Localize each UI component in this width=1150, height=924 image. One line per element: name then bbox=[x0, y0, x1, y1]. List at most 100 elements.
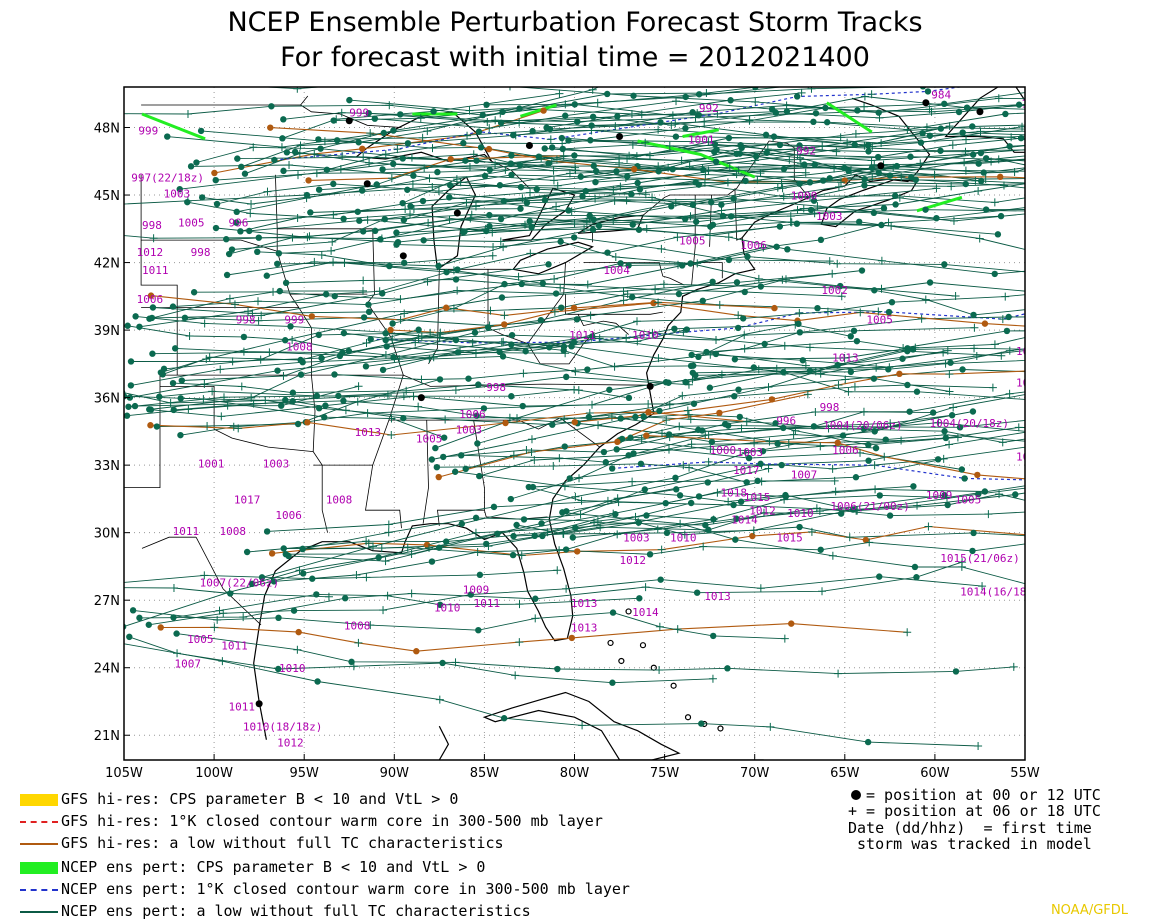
position-dot bbox=[1072, 421, 1078, 427]
position-plus bbox=[514, 272, 523, 281]
position-dot bbox=[733, 150, 740, 158]
pressure-label: 1003 bbox=[164, 187, 191, 200]
position-dot bbox=[730, 195, 737, 202]
position-dot bbox=[855, 218, 863, 226]
position-dot bbox=[365, 301, 372, 308]
position-dot bbox=[630, 450, 637, 457]
position-plus bbox=[574, 386, 583, 395]
position-dot bbox=[1061, 179, 1067, 185]
legend-label: NCEP ens pert: 1°K closed contour warm c… bbox=[61, 880, 630, 898]
coastline-cuba bbox=[482, 691, 681, 760]
pressure-label: 1008 bbox=[326, 493, 353, 506]
position-dot bbox=[1084, 425, 1090, 431]
position-plus bbox=[616, 182, 625, 191]
position-plus bbox=[515, 600, 524, 609]
position-dot bbox=[587, 137, 594, 144]
pressure-label: 1006 bbox=[137, 293, 164, 306]
position-dot bbox=[275, 614, 282, 622]
position-dot bbox=[899, 355, 906, 362]
position-plus bbox=[462, 198, 471, 207]
position-plus bbox=[320, 137, 329, 146]
position-plus bbox=[1052, 200, 1060, 208]
position-dot bbox=[289, 398, 296, 405]
position-dot bbox=[497, 215, 505, 223]
position-dot bbox=[810, 423, 818, 430]
position-plus bbox=[949, 216, 958, 225]
position-dot bbox=[926, 279, 934, 286]
position-plus bbox=[406, 210, 415, 219]
position-dot bbox=[362, 363, 370, 370]
position-plus bbox=[354, 638, 363, 647]
state-border bbox=[583, 262, 685, 286]
position-dot bbox=[548, 144, 556, 151]
position-plus bbox=[945, 440, 954, 449]
pressure-label: 1008 bbox=[286, 340, 313, 353]
position-dot bbox=[410, 172, 417, 179]
position-dot bbox=[508, 171, 515, 179]
position-dot bbox=[780, 369, 787, 376]
position-dot bbox=[295, 628, 302, 636]
position-dot bbox=[315, 136, 322, 143]
position-dot bbox=[1142, 157, 1148, 163]
position-dot bbox=[719, 212, 727, 220]
track-line bbox=[692, 347, 1025, 374]
position-plus bbox=[501, 165, 510, 174]
lon-tick-label: 95W bbox=[289, 766, 319, 781]
position-dot bbox=[613, 168, 620, 175]
pressure-label: 998 bbox=[820, 401, 840, 414]
position-plus bbox=[420, 164, 429, 173]
position-plus bbox=[766, 722, 775, 731]
pressure-label: 1008 bbox=[1016, 451, 1043, 464]
position-plus bbox=[511, 131, 520, 140]
position-plus bbox=[732, 170, 741, 179]
position-plus bbox=[303, 233, 312, 242]
position-plus bbox=[797, 88, 806, 97]
position-plus bbox=[789, 430, 798, 439]
pressure-label: 996 bbox=[776, 415, 796, 428]
position-plus bbox=[701, 431, 710, 440]
position-dot bbox=[360, 228, 367, 235]
position-plus bbox=[1007, 133, 1016, 142]
position-dot-black bbox=[417, 394, 425, 402]
position-dot bbox=[975, 160, 982, 167]
position-dot bbox=[892, 201, 899, 208]
state-border bbox=[141, 536, 197, 549]
map-title-line-1: NCEP Ensemble Perturbation Forecast Stor… bbox=[227, 7, 923, 38]
position-plus bbox=[877, 284, 886, 293]
position-dot bbox=[1043, 126, 1049, 132]
position-dot bbox=[682, 93, 689, 101]
pressure-label: 984 bbox=[931, 88, 951, 101]
position-dot bbox=[365, 109, 372, 117]
position-dot bbox=[739, 315, 747, 322]
position-dot bbox=[282, 279, 290, 287]
position-plus bbox=[619, 296, 628, 305]
position-plus bbox=[246, 209, 255, 218]
position-plus bbox=[520, 220, 529, 229]
position-plus bbox=[253, 297, 262, 306]
position-plus bbox=[1083, 141, 1091, 149]
position-dot bbox=[549, 421, 556, 428]
position-dot bbox=[290, 607, 298, 614]
position-plus bbox=[818, 142, 827, 151]
position-dot bbox=[428, 558, 436, 565]
position-plus bbox=[999, 181, 1008, 190]
position-dot bbox=[159, 371, 166, 378]
position-dot bbox=[213, 200, 221, 208]
position-dot bbox=[969, 408, 977, 415]
position-dot bbox=[156, 393, 163, 400]
track-line bbox=[619, 419, 1025, 441]
position-dot bbox=[358, 187, 366, 194]
position-plus bbox=[688, 375, 697, 384]
position-dot bbox=[725, 422, 732, 429]
position-dot bbox=[780, 424, 787, 432]
position-plus bbox=[317, 251, 326, 260]
position-plus bbox=[363, 215, 372, 224]
track-line bbox=[160, 273, 833, 373]
position-plus bbox=[1026, 416, 1034, 424]
position-dot bbox=[795, 320, 802, 328]
position-dot bbox=[314, 678, 321, 685]
track-line bbox=[552, 137, 1025, 158]
position-dot bbox=[287, 323, 294, 330]
position-dot bbox=[643, 432, 650, 439]
position-dot bbox=[969, 123, 976, 130]
